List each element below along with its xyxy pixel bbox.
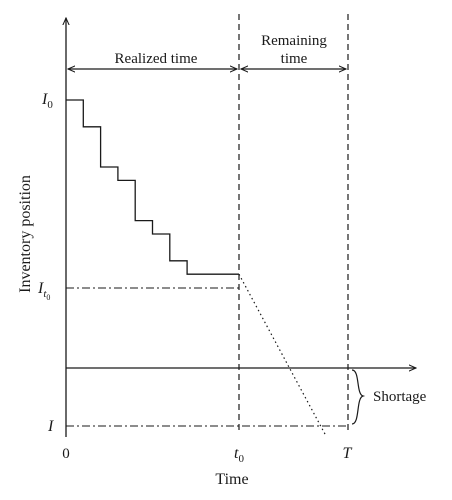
shortage-brace [351, 369, 366, 425]
realized-inventory-step-line [66, 99, 239, 275]
x-tick-origin: 0 [62, 446, 70, 462]
projected-inventory-dotted-line [238, 273, 327, 436]
y-tick-It0-base: I [37, 280, 44, 297]
remaining-time-label-line1: Remaining [261, 33, 327, 49]
y-tick-I0-sub: 0 [47, 99, 53, 111]
x-tick-t0-sub: 0 [238, 453, 244, 465]
y-tick-I0: I0 [41, 91, 53, 111]
y-tick-It0-sub-sub: 0 [46, 293, 50, 302]
y-axis-title: Inventory position [17, 175, 34, 293]
x-tick-t0: t0 [234, 445, 244, 465]
x-axis-title: Time [215, 471, 248, 488]
x-tick-t0-base: t [234, 445, 239, 462]
remaining-time-label-line2: time [281, 51, 308, 67]
shortage-label: Shortage [373, 389, 427, 405]
y-tick-I: I [47, 418, 54, 435]
y-tick-It0-sub-base: t [43, 288, 47, 300]
realized-time-label: Realized time [115, 51, 198, 67]
x-tick-T: T [343, 445, 353, 462]
y-tick-I0-base: I [41, 91, 48, 108]
y-tick-It0: It0 [37, 280, 50, 302]
